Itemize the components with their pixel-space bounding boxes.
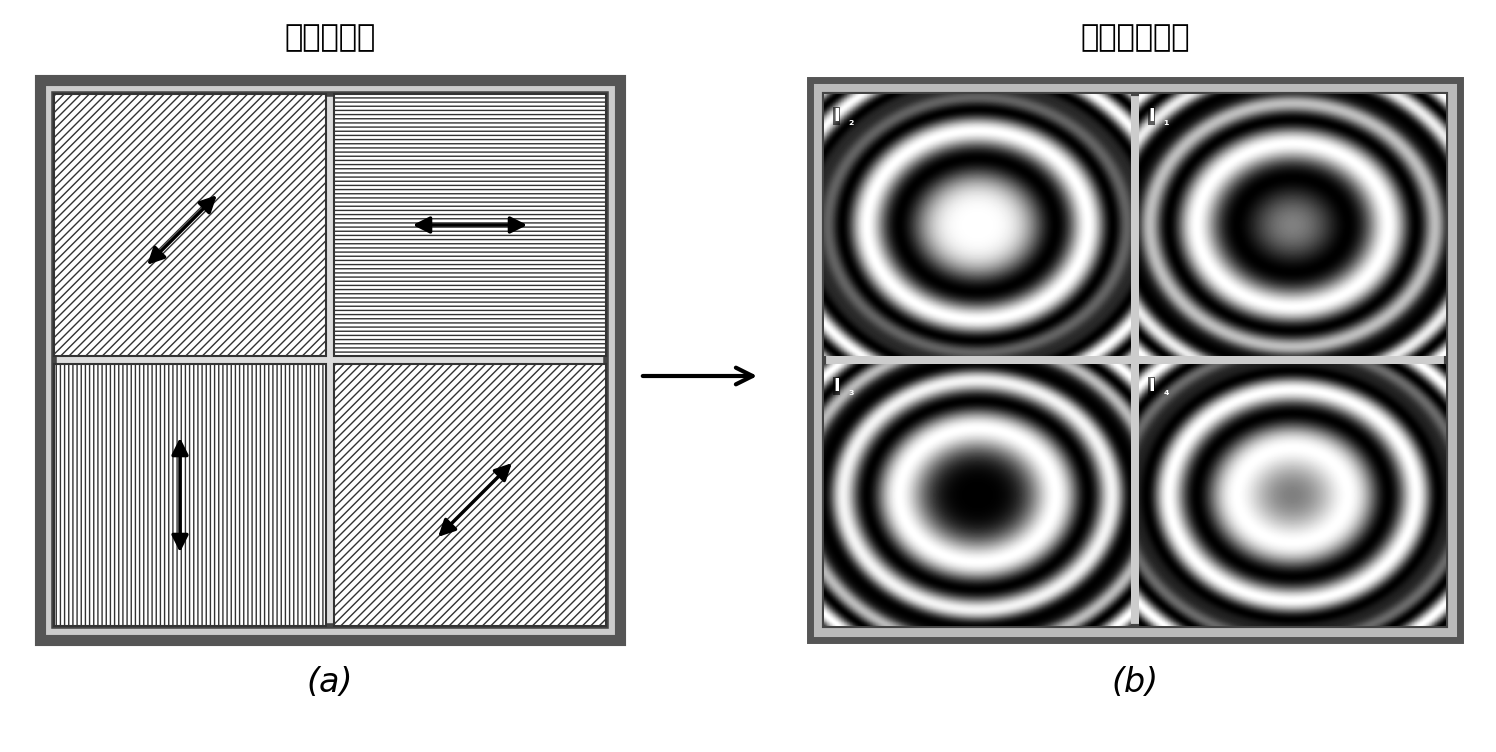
Text: I: I	[1149, 107, 1155, 125]
Text: I: I	[1149, 377, 1155, 395]
Bar	[824, 94, 1447, 626]
Text: 相移干涉图样: 相移干涉图样	[1080, 23, 1189, 52]
Bar	[40, 80, 619, 640]
Bar	[54, 94, 326, 356]
Text: I: I	[833, 107, 839, 125]
Bar	[54, 364, 326, 626]
Text: 偏振掩模板: 偏振掩模板	[284, 23, 375, 52]
Text: ₁: ₁	[1164, 115, 1168, 128]
Bar	[334, 94, 606, 356]
Text: ₄: ₄	[1164, 385, 1168, 398]
Bar	[334, 364, 606, 626]
Text: (a): (a)	[307, 666, 353, 699]
Text: I: I	[833, 377, 839, 395]
Text: ₃: ₃	[848, 385, 854, 398]
Bar	[54, 94, 606, 626]
Text: ₂: ₂	[848, 115, 854, 128]
Text: (b): (b)	[1112, 666, 1158, 699]
Bar	[809, 80, 1460, 640]
